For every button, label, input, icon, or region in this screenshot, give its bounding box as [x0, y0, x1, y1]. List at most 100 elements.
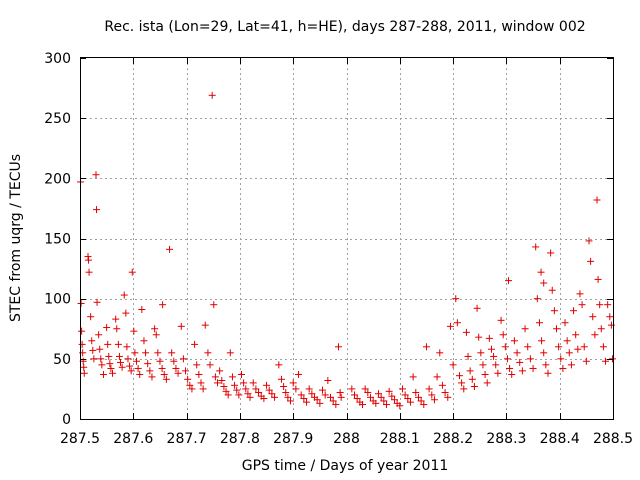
data-point [324, 376, 332, 384]
data-point [422, 343, 430, 351]
data-point [561, 319, 569, 327]
data-point [336, 389, 344, 397]
data-point [594, 275, 602, 283]
data-point [136, 370, 144, 378]
data-point [497, 316, 505, 324]
data-point [563, 337, 571, 345]
data-point [458, 379, 466, 387]
data-point [430, 396, 438, 404]
data-point [130, 327, 138, 335]
data-point [280, 383, 288, 391]
data-point [348, 385, 356, 393]
data-point [308, 390, 316, 398]
data-point [425, 385, 433, 393]
data-point [453, 319, 461, 327]
data-point [409, 373, 417, 381]
data-point [132, 357, 140, 365]
data-point [337, 393, 345, 401]
data-point [85, 268, 93, 276]
data-point [503, 355, 511, 363]
data-point [540, 279, 548, 287]
data-point [188, 385, 196, 393]
data-point [193, 361, 201, 369]
data-point [580, 343, 588, 351]
data-point [255, 389, 263, 397]
data-point [224, 391, 232, 399]
data-point [182, 367, 190, 375]
data-point [80, 363, 88, 371]
data-point [475, 333, 483, 341]
data-point [481, 370, 489, 378]
data-point [319, 386, 327, 394]
data-point [578, 301, 586, 309]
data-point [479, 361, 487, 369]
data-point [260, 395, 268, 403]
data-point [131, 349, 139, 357]
data-point [353, 395, 361, 403]
y-tick-labels: 0 50 100 150 200 250 300 [44, 51, 71, 428]
data-point [138, 305, 146, 313]
data-point [535, 319, 543, 327]
data-point [316, 399, 324, 407]
data-point [210, 301, 218, 309]
data-point [477, 349, 485, 357]
data-point [547, 249, 555, 257]
data-point [300, 395, 308, 403]
data-point [529, 364, 537, 372]
x-tick-label: 287.8 [220, 431, 260, 447]
data-point [158, 364, 166, 372]
data-point [174, 369, 182, 377]
data-point [204, 349, 212, 357]
data-point [199, 385, 207, 393]
y-tick-label: 50 [53, 352, 71, 368]
data-point [162, 375, 170, 383]
data-point [77, 299, 85, 307]
data-point [464, 352, 472, 360]
data-point [494, 369, 502, 377]
data-point [84, 253, 92, 261]
data-point [608, 355, 616, 363]
data-point [526, 355, 534, 363]
data-point [406, 398, 414, 406]
data-point [93, 206, 101, 214]
data-point [252, 385, 260, 393]
y-tick-label: 100 [44, 292, 71, 308]
data-point [417, 397, 425, 405]
data-point [93, 298, 101, 306]
data-point [559, 364, 567, 372]
data-point [89, 346, 97, 354]
data-point [96, 345, 104, 353]
plot-frame [80, 57, 614, 420]
data-point [438, 381, 446, 389]
data-point [335, 343, 343, 351]
grid-lines [80, 58, 613, 419]
data-point [242, 385, 250, 393]
data-point [231, 381, 239, 389]
data-point [576, 290, 584, 298]
data-point [540, 349, 548, 357]
data-point [555, 343, 563, 351]
data-point [380, 397, 388, 405]
data-point [105, 352, 113, 360]
data-point [284, 393, 292, 401]
data-point [237, 370, 245, 378]
data-point [382, 401, 390, 409]
axis-ticks [80, 58, 614, 420]
data-point [90, 355, 98, 363]
data-point [332, 401, 340, 409]
data-point [548, 286, 556, 294]
data-point [179, 355, 187, 363]
data-point [214, 379, 222, 387]
data-point [599, 343, 607, 351]
data-point [597, 325, 605, 333]
data-point [159, 301, 167, 309]
data-point [385, 387, 393, 395]
data-point [593, 196, 601, 204]
data-point [118, 363, 126, 371]
x-tick-label: 288.3 [486, 431, 526, 447]
data-point [606, 313, 614, 321]
data-point [388, 392, 396, 400]
data-point [473, 304, 481, 312]
data-point [186, 381, 194, 389]
